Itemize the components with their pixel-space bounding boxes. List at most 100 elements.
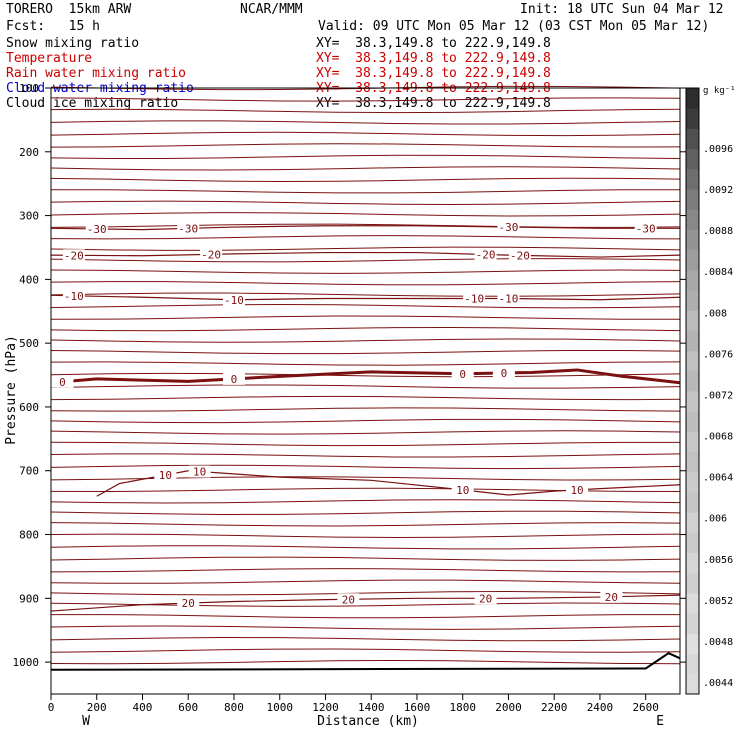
colorbar-label: .0096 (703, 144, 733, 155)
colorbar-swatch (686, 451, 699, 473)
contour-label-bg (222, 293, 245, 306)
contour-label: 0 (459, 368, 466, 381)
background-isoline (50, 361, 681, 366)
colorbar-swatch (686, 128, 699, 150)
center-title: NCAR/MMM (240, 2, 303, 17)
contour-label-bg (85, 222, 108, 235)
contour-label: -20 (510, 249, 530, 262)
init-time: Init: 18 UTC Sun 04 Mar 12 (520, 2, 724, 17)
background-isoline (50, 120, 681, 125)
contour-label-bg (497, 292, 520, 305)
background-isoline (50, 637, 681, 642)
y-tick-label: 500 (19, 337, 39, 350)
background-isoline (50, 556, 681, 561)
colorbar-label: .0072 (703, 390, 733, 401)
y-tick-label: 900 (19, 592, 39, 605)
colorbar-swatch (686, 512, 699, 533)
contour-label-bg (451, 483, 474, 496)
contour-label: -10 (499, 293, 519, 306)
colorbar-label: .0044 (703, 678, 733, 689)
colorbar-swatch (686, 209, 699, 230)
y-tick-label: 200 (19, 146, 39, 159)
colorbar-swatch (686, 633, 699, 655)
colorbar-label: .008 (703, 308, 727, 319)
contour-label: -30 (87, 223, 107, 236)
temperature-contour (50, 251, 681, 258)
legend-entry-xy: XY= 38.3,149.8 to 222.9,149.8 (316, 51, 551, 66)
contour-label-bg (600, 590, 623, 603)
background-isoline (50, 281, 681, 286)
x-tick-label: 2000 (495, 701, 522, 714)
contour-label-bg (177, 597, 200, 610)
background-isoline (50, 223, 681, 228)
contour-label: 10 (456, 484, 469, 497)
colorbar-swatch (686, 310, 699, 331)
y-tick-label: 100 (19, 82, 39, 95)
colorbar-label: .0076 (703, 349, 733, 360)
contour-label-bg (634, 222, 657, 235)
contour-label: 10 (570, 484, 583, 497)
colorbar-swatch (686, 492, 699, 513)
background-isoline (50, 350, 681, 355)
contour-label-bg (62, 289, 85, 302)
background-isoline (50, 430, 681, 435)
colorbar-label: .0052 (703, 596, 733, 607)
colorbar-unit: g kg⁻¹ (703, 86, 736, 96)
temperature-contour (50, 225, 680, 231)
colorbar-swatch (686, 471, 699, 493)
contour-label-bg (222, 372, 245, 385)
contour-label-bg (62, 249, 85, 262)
background-isoline (50, 602, 681, 607)
background-isoline (50, 258, 681, 263)
contour-label-bg (474, 592, 497, 605)
background-isoline (50, 246, 681, 251)
colorbar-swatch (686, 330, 699, 352)
background-isoline (50, 591, 681, 596)
x-axis-west-label: W (82, 714, 90, 729)
y-axis-label: Pressure (hPa) (4, 335, 19, 445)
contour-label: 0 (231, 373, 238, 386)
contour-label: 10 (159, 469, 172, 482)
contour-label: 20 (605, 591, 618, 604)
colorbar-swatch (686, 88, 699, 109)
x-tick-label: 2200 (541, 701, 568, 714)
contour-label-bg (497, 221, 520, 234)
background-isoline (50, 625, 681, 630)
contour-label: 10 (193, 466, 206, 479)
contour-label-bg (51, 375, 74, 388)
colorbar-swatch (686, 370, 699, 392)
x-axis-east-label: E (656, 714, 664, 729)
contour-label: -30 (499, 221, 519, 234)
x-tick-label: 200 (87, 701, 107, 714)
colorbar-swatch (686, 290, 699, 311)
colorbar-swatch (686, 168, 699, 190)
x-tick-label: 0 (48, 701, 55, 714)
background-isoline (50, 384, 681, 389)
terrain-line (50, 652, 681, 671)
y-tick-label: 1000 (13, 656, 40, 669)
colorbar-label: .0068 (703, 432, 733, 443)
colorbar-swatch (686, 532, 699, 554)
colorbar-label: .0088 (703, 226, 733, 237)
legend-entry-name: Snow mixing ratio (6, 36, 140, 51)
background-isoline (50, 315, 681, 320)
background-isoline (50, 189, 681, 194)
background-isoline (50, 464, 681, 470)
colorbar-swatch (686, 391, 699, 412)
colorbar-swatch (686, 613, 699, 634)
x-tick-label: 1200 (312, 701, 339, 714)
temperature-contour (50, 368, 681, 385)
forecast-hour: Fcst: 15 h (6, 19, 100, 34)
colorbar-swatch (686, 431, 699, 453)
y-tick-label: 800 (19, 529, 39, 542)
legend-entry-name: Cloud water mixing ratio (6, 81, 194, 96)
colorbar-swatch (686, 593, 699, 614)
y-tick-label: 300 (19, 210, 39, 223)
legend-entry-name: Cloud ice mixing ratio (6, 96, 179, 111)
x-tick-label: 2400 (587, 701, 614, 714)
colorbar-label: .0092 (703, 185, 733, 196)
background-isoline (50, 212, 681, 217)
background-isoline (50, 533, 681, 538)
x-tick-label: 1400 (358, 701, 385, 714)
colorbar-swatch (686, 269, 699, 291)
